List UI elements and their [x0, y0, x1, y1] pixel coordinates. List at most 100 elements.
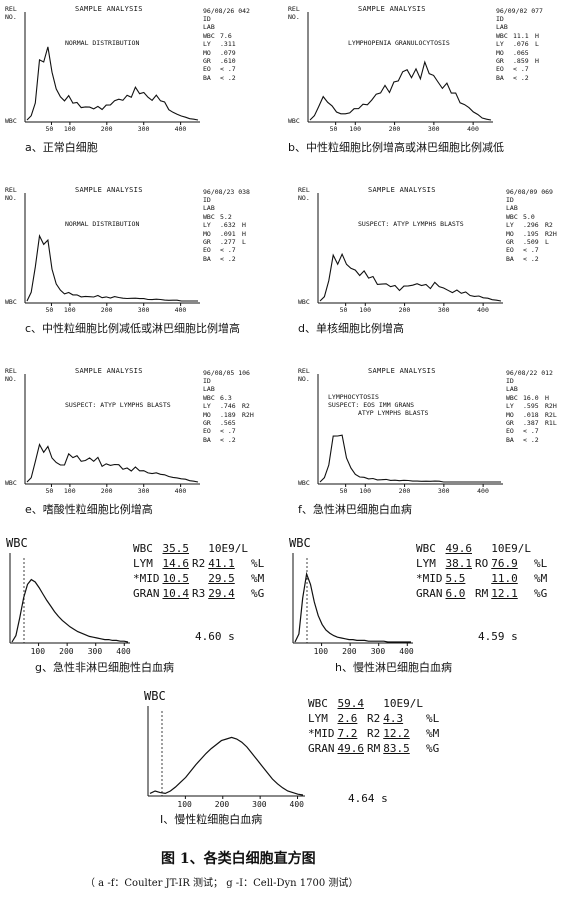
- param-flag: [192, 571, 208, 586]
- param-name: GR: [496, 56, 504, 65]
- param-value: < .2: [513, 73, 529, 82]
- result-table: WBC 49.6 10E9/L LYM 38.1 RO 76.9 %L *MID 5.5 11.0%…: [416, 541, 550, 601]
- param-name: BA: [203, 435, 211, 444]
- param-name: GRAN: [308, 742, 335, 755]
- param-value: .311: [220, 40, 236, 49]
- result-row: LYM 14.6 R2 41.1 %L: [133, 556, 267, 571]
- histogram-curve: [26, 442, 199, 483]
- x-tick-label: 50: [45, 487, 54, 495]
- result-row: LYM 38.1 RO 76.9 %L: [416, 556, 550, 571]
- x-tick-label: 400: [477, 487, 489, 495]
- x-tick-label: 200: [398, 487, 411, 495]
- x-tick-label: 100: [63, 487, 76, 495]
- x-tick-label: 200: [342, 647, 357, 656]
- histogram-curve: [319, 252, 502, 302]
- x-tick-label: 300: [437, 487, 450, 495]
- x-tick-label: WBC: [5, 117, 17, 125]
- x-tick-label: 300: [137, 487, 150, 495]
- param-value: .189: [220, 410, 236, 419]
- x-tick-label: 400: [399, 647, 414, 656]
- param-flag: R2: [367, 712, 381, 725]
- x-tick-label: WBC: [298, 479, 310, 487]
- param-value: 6.0: [445, 587, 466, 600]
- param-value: .610: [220, 56, 236, 65]
- y-label: REL: [288, 5, 300, 13]
- histogram-curve: [309, 60, 492, 121]
- report-lab: LAB: [506, 385, 518, 393]
- x-tick-label: 200: [100, 306, 113, 314]
- param-name: BA: [506, 254, 514, 263]
- param-value: 7.2: [337, 727, 358, 740]
- param-name: LYM: [308, 712, 328, 725]
- param-unit: %L: [534, 557, 548, 570]
- param-name: EO: [506, 427, 514, 436]
- result-row: LYM 2.6 R2 4.3 %L: [308, 711, 442, 726]
- param-flag: H: [535, 32, 539, 40]
- param-name: GR: [203, 418, 211, 427]
- param-unit: %M: [534, 572, 548, 585]
- param-flag: L: [535, 40, 539, 49]
- histogram-panel-d: REL NO. WBC 50 100 200 300 400 SAMPLE ANALYSIS 96…: [298, 183, 568, 314]
- param-name: WBC: [308, 697, 328, 710]
- param-name: WBC: [506, 213, 518, 221]
- param-value: < .2: [523, 254, 539, 263]
- histogram-plot: [317, 193, 503, 306]
- x-tick-label: 50: [329, 125, 338, 133]
- param-percent: 10E9/L: [208, 542, 248, 555]
- interpretive-message: SUSPECT: ATYP LYMPHS BLASTS: [65, 401, 171, 409]
- param-value: 2.6: [337, 712, 358, 725]
- x-tick-label: 400: [116, 647, 131, 656]
- histogram-curve: [11, 578, 129, 643]
- figure-subtitle: （ a -f：Coulter JT-IR 测试； g -I：Cell-Dyn 1…: [85, 878, 359, 889]
- param-value: < .7: [220, 65, 236, 74]
- param-unit: %M: [251, 572, 265, 585]
- x-tick-label: 100: [177, 800, 192, 809]
- report-id: ID: [203, 377, 211, 385]
- y-label: NO.: [5, 375, 17, 383]
- param-value: < .7: [220, 427, 236, 436]
- param-value: 49.6: [337, 742, 365, 755]
- panel-caption: d、单核细胞比例增高: [298, 322, 404, 335]
- param-value: < .7: [523, 246, 539, 255]
- x-tick-label: 100: [63, 125, 76, 133]
- report-lab: LAB: [506, 204, 518, 212]
- report-date: 96/08/23 038: [203, 188, 250, 196]
- histogram-panel-h: 100 200 300 400 WBC WBC 49.6 10E9/L LYM 38.1 RO 76.…: [288, 535, 570, 665]
- param-name: EO: [506, 246, 514, 255]
- param-name: LY: [203, 40, 211, 49]
- y-label: NO.: [5, 194, 17, 202]
- param-value: .079: [220, 48, 236, 57]
- param-name: BA: [203, 73, 211, 82]
- param-name: WBC: [496, 32, 508, 40]
- report-lab: LAB: [203, 204, 215, 212]
- histogram-plot: [24, 193, 200, 306]
- param-flag: RM: [475, 587, 489, 600]
- histogram-curve: [26, 234, 198, 302]
- param-name: LY: [506, 402, 514, 411]
- param-value: 10.4: [162, 587, 190, 600]
- param-flag: H: [535, 56, 539, 65]
- histogram-curve: [319, 434, 501, 483]
- param-name: EO: [203, 427, 211, 436]
- x-tick-label: 300: [437, 306, 450, 314]
- report-date: 96/08/22 012: [506, 369, 553, 377]
- param-value: .509: [523, 237, 539, 246]
- x-tick-label: 100: [359, 306, 372, 314]
- x-tick-label: 200: [398, 306, 411, 314]
- param-name: GR: [203, 237, 211, 246]
- histogram-panel-g: 100 200 300 400 WBC WBC 35.5 10E9/L LYM 14.6 R2 41.…: [5, 535, 285, 665]
- report-id: ID: [506, 196, 514, 204]
- y-label: REL: [298, 186, 310, 194]
- report-date: 96/08/09 069: [506, 188, 553, 196]
- y-label: NO.: [298, 194, 310, 202]
- param-flag: R2: [545, 221, 553, 230]
- param-name: EO: [203, 246, 211, 255]
- param-name: BA: [203, 254, 211, 263]
- y-label: REL: [298, 367, 310, 375]
- param-flag: R2L: [545, 410, 557, 419]
- param-value: < .2: [220, 73, 236, 82]
- param-percent: 41.1: [208, 557, 235, 570]
- x-tick-label: 200: [388, 125, 401, 133]
- param-unit: %L: [251, 557, 265, 570]
- y-label: NO.: [288, 13, 300, 21]
